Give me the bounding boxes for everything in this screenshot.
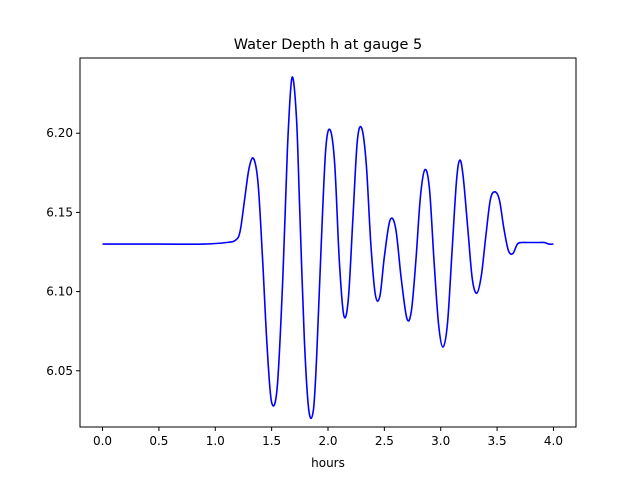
y-tick-label: 6.10 — [46, 285, 73, 299]
y-tick-label: 6.20 — [46, 126, 73, 140]
x-tick-label: 0.0 — [93, 434, 112, 448]
x-tick-label: 0.5 — [149, 434, 168, 448]
series-line — [102, 76, 554, 420]
x-axis-label: hours — [311, 456, 345, 470]
x-tick-label: 4.0 — [544, 434, 563, 448]
x-tick-label: 2.5 — [375, 434, 394, 448]
x-tick-label: 2.0 — [318, 434, 337, 448]
x-tick-label: 1.5 — [262, 434, 281, 448]
y-axis-ticks: 6.05 6.10 6.15 6.20 — [46, 126, 80, 378]
y-tick-label: 6.15 — [46, 205, 73, 219]
x-axis-ticks: 0.0 0.5 1.0 1.5 2.0 2.5 3.0 3.5 4.0 — [93, 427, 563, 448]
series-layer — [102, 76, 554, 420]
x-tick-label: 3.0 — [431, 434, 450, 448]
chart-title: Water Depth h at gauge 5 — [234, 37, 422, 53]
plot-frame — [79, 57, 577, 428]
x-tick-label: 3.5 — [488, 434, 507, 448]
x-tick-label: 1.0 — [206, 434, 225, 448]
y-tick-label: 6.05 — [46, 364, 73, 378]
